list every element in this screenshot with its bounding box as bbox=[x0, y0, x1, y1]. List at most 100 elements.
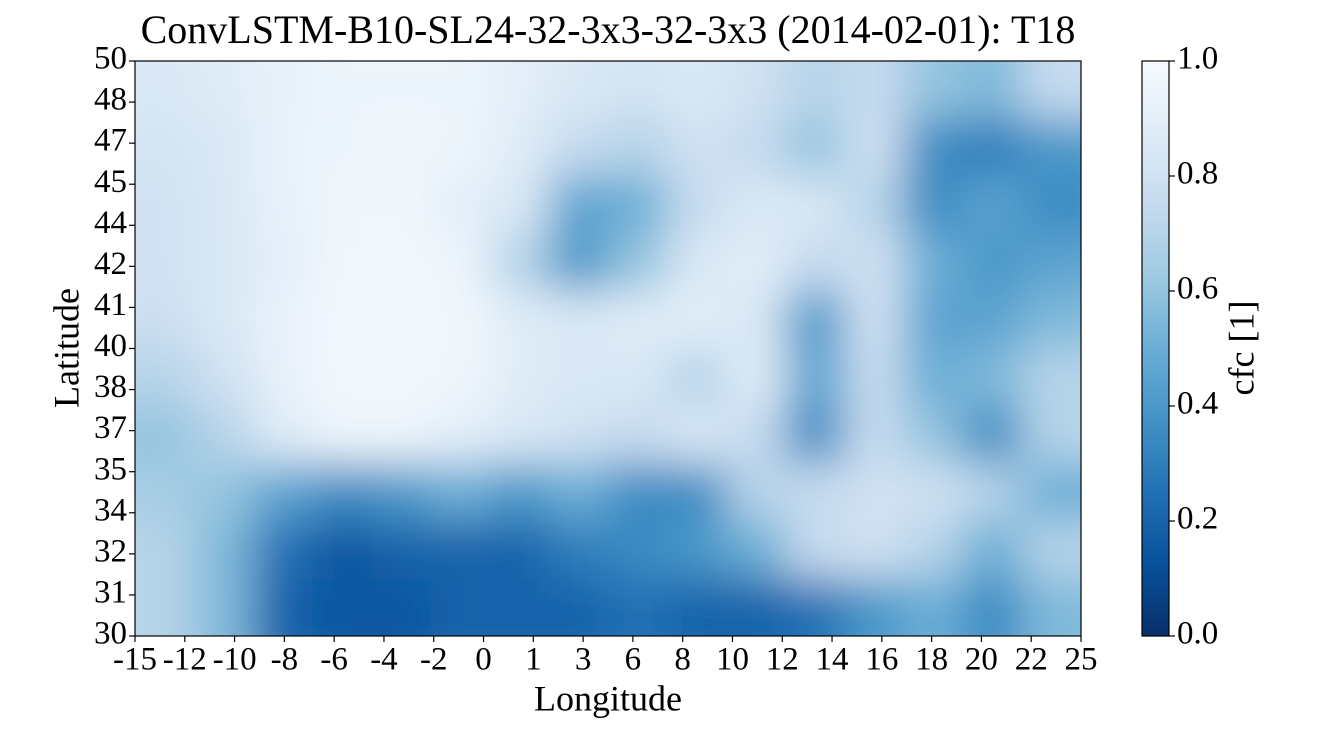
x-tick-label: -4 bbox=[370, 642, 398, 678]
colorbar-tick-label: 0.2 bbox=[1177, 501, 1218, 537]
heatmap-cell bbox=[430, 406, 491, 464]
heatmap-cell bbox=[135, 233, 195, 292]
heatmap-cell bbox=[608, 406, 668, 464]
heatmap-cell bbox=[903, 406, 964, 464]
heatmap-cell bbox=[667, 233, 727, 292]
colorbar-tick-label: 0.8 bbox=[1177, 156, 1218, 192]
heatmap-cell bbox=[430, 118, 491, 177]
heatmap-cell bbox=[1021, 176, 1081, 234]
x-tick-label: -10 bbox=[213, 642, 257, 678]
heatmap-cell bbox=[844, 233, 905, 292]
heatmap-cell bbox=[667, 521, 727, 579]
heatmap-cell bbox=[253, 406, 313, 464]
x-tick-label: -8 bbox=[271, 642, 299, 678]
heatmap-cell bbox=[430, 176, 491, 234]
colorbar bbox=[1141, 60, 1170, 637]
heatmap-cell bbox=[962, 291, 1023, 349]
y-tick-label: 47 bbox=[94, 123, 127, 159]
colorbar-tick-label: 0.0 bbox=[1177, 616, 1218, 652]
heatmap-cell bbox=[548, 406, 609, 464]
heatmap-cell bbox=[608, 291, 668, 349]
heatmap-cell bbox=[489, 463, 550, 522]
heatmap-cell bbox=[1021, 521, 1081, 579]
heatmap-cell bbox=[312, 521, 372, 579]
heatmap-cell bbox=[844, 463, 905, 522]
y-tick-label: 50 bbox=[94, 41, 127, 77]
heatmap-cell bbox=[312, 348, 372, 407]
y-tick-label: 34 bbox=[94, 492, 127, 528]
y-tick-label: 32 bbox=[94, 533, 127, 569]
heatmap-cell bbox=[489, 578, 550, 636]
heatmap-cell bbox=[962, 348, 1023, 407]
heatmap-cell bbox=[667, 578, 727, 636]
heatmap-cell bbox=[194, 61, 254, 119]
heatmap-cell bbox=[371, 348, 432, 407]
x-tick-label: 25 bbox=[1065, 642, 1098, 678]
colorbar-label: cfc [1] bbox=[1221, 301, 1261, 396]
heatmap-cell bbox=[903, 118, 964, 177]
heatmap-cell bbox=[962, 578, 1023, 636]
heatmap-cell bbox=[548, 521, 609, 579]
heatmap-cell bbox=[903, 348, 964, 407]
heatmap-cell bbox=[194, 348, 254, 407]
heatmap-cell bbox=[726, 291, 786, 349]
x-tick-label: 3 bbox=[575, 642, 592, 678]
heatmap-cell bbox=[194, 463, 254, 522]
heatmap-cell bbox=[844, 348, 905, 407]
heatmap-cell bbox=[548, 578, 609, 636]
heatmap-cell bbox=[253, 521, 313, 579]
heatmap-cell bbox=[903, 578, 964, 636]
y-tick-label: 40 bbox=[94, 328, 127, 364]
y-tick-label: 30 bbox=[94, 616, 127, 652]
heatmap-cell bbox=[312, 578, 372, 636]
heatmap-cell bbox=[253, 233, 313, 292]
y-tick-label: 37 bbox=[94, 410, 127, 446]
heatmap-cell bbox=[962, 233, 1023, 292]
heatmap-cell bbox=[371, 118, 432, 177]
heatmap-cell bbox=[489, 521, 550, 579]
heatmap-cell bbox=[1021, 233, 1081, 292]
heatmap-cell bbox=[962, 118, 1023, 177]
heatmap-cell bbox=[785, 233, 845, 292]
heatmap-cell bbox=[844, 176, 905, 234]
heatmap-cell bbox=[371, 406, 432, 464]
heatmap-cell bbox=[489, 233, 550, 292]
heatmap-cell bbox=[844, 578, 905, 636]
heatmap-cell bbox=[312, 233, 372, 292]
heatmap-cell bbox=[608, 233, 668, 292]
x-tick-label: 0 bbox=[475, 642, 492, 678]
heatmap-cell bbox=[785, 463, 845, 522]
x-tick-label: 20 bbox=[965, 642, 998, 678]
heatmap-cell bbox=[135, 118, 195, 177]
heatmap-cell bbox=[903, 233, 964, 292]
x-tick-label: -2 bbox=[420, 642, 448, 678]
heatmap-cell bbox=[726, 61, 786, 119]
heatmap-cell bbox=[312, 291, 372, 349]
heatmap-cell bbox=[726, 406, 786, 464]
heatmap-cell bbox=[548, 348, 609, 407]
heatmap-cell bbox=[489, 348, 550, 407]
heatmap-cell bbox=[785, 291, 845, 349]
heatmap-cell bbox=[489, 118, 550, 177]
x-tick-label: 6 bbox=[625, 642, 642, 678]
heatmap-cell bbox=[194, 406, 254, 464]
heatmap-cell bbox=[608, 463, 668, 522]
heatmap-cell bbox=[667, 291, 727, 349]
heatmap-cell bbox=[726, 348, 786, 407]
heatmap-cell bbox=[194, 578, 254, 636]
heatmap-cell bbox=[844, 118, 905, 177]
heatmap-cell bbox=[194, 176, 254, 234]
heatmap-cell bbox=[489, 176, 550, 234]
heatmap-cell bbox=[135, 578, 195, 636]
heatmap-cell bbox=[726, 463, 786, 522]
heatmap-cell bbox=[135, 61, 195, 119]
heatmap-cell bbox=[785, 406, 845, 464]
heatmap-cell bbox=[194, 118, 254, 177]
heatmap-cell bbox=[253, 463, 313, 522]
heatmap-cell bbox=[667, 406, 727, 464]
heatmap-cell bbox=[430, 291, 491, 349]
heatmap-cell bbox=[371, 521, 432, 579]
heatmap-cell bbox=[667, 118, 727, 177]
heatmap-cell bbox=[489, 61, 550, 119]
